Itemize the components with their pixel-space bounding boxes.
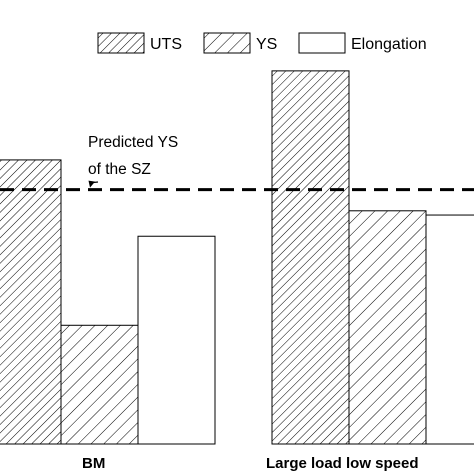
legend-label-ys: YS [256,36,277,53]
bar-uts-large-load-low-speed [271,70,350,445]
annotation-line-2: of the SZ [88,161,151,178]
category-label-large-load-low-speed: Large load low speed [266,455,419,472]
legend-swatch-uts [97,32,145,54]
bar-ys-bm [60,324,139,445]
legend-label-elongation: Elongation [351,36,427,53]
category-label-bm: BM [82,455,105,472]
legend-swatch-elongation [298,32,346,54]
bars-group [0,70,474,445]
bar-elongation-large-load-low-speed [425,214,474,445]
bar-ys-large-load-low-speed [348,210,427,445]
legend-swatch-ys [203,32,251,54]
bar-elongation-bm [137,235,216,445]
legend: UTS YS Elongation [97,32,427,54]
bar-uts-bm [0,159,62,445]
legend-label-uts: UTS [150,36,182,53]
annotation-arrowhead [88,180,95,188]
annotation-line-1: Predicted YS [88,134,178,151]
